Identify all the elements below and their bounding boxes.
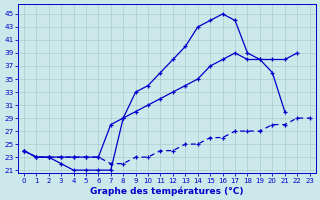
X-axis label: Graphe des températures (°C): Graphe des températures (°C): [90, 186, 244, 196]
